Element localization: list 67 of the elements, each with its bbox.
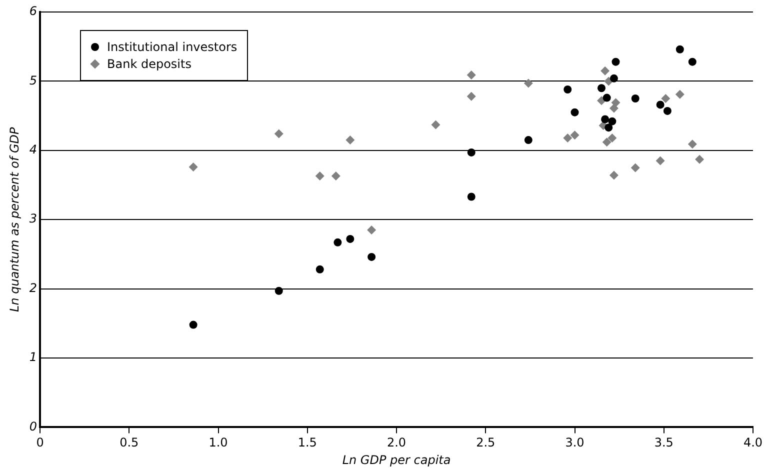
point — [274, 286, 283, 295]
point — [597, 84, 606, 92]
point — [274, 129, 284, 138]
point — [661, 94, 670, 103]
point — [346, 234, 354, 243]
legend-label: Bank deposits — [107, 57, 192, 71]
point — [675, 90, 684, 99]
x-axis-title: Ln GDP per capita — [342, 452, 451, 467]
y-tick-label: 1 — [29, 350, 38, 364]
point — [601, 115, 610, 124]
point — [564, 86, 572, 94]
point — [466, 92, 476, 101]
point — [688, 140, 697, 149]
y-tick-label: 6 — [29, 4, 38, 18]
point — [609, 170, 618, 180]
point — [563, 133, 572, 142]
point — [609, 104, 618, 113]
point — [656, 100, 664, 109]
point — [611, 98, 620, 108]
point — [431, 120, 440, 130]
point — [608, 117, 616, 126]
point — [316, 265, 324, 274]
point — [604, 124, 613, 132]
point — [570, 108, 579, 116]
point — [602, 138, 612, 147]
x-tick-label: 3.5 — [654, 436, 674, 450]
point — [608, 133, 617, 142]
point — [466, 70, 476, 80]
point — [610, 74, 618, 82]
y-tick-label: 0 — [29, 419, 38, 434]
x-tick-label: 1.0 — [208, 436, 228, 450]
y-tick-label: 4 — [29, 142, 38, 157]
point — [602, 94, 611, 102]
point — [467, 192, 476, 201]
point — [524, 78, 533, 88]
legend-label: Institutional investors — [107, 40, 238, 54]
point — [676, 45, 684, 54]
point — [368, 252, 376, 261]
point — [631, 94, 640, 102]
point — [612, 58, 620, 66]
point — [315, 172, 324, 181]
x-tick-label: 4.0 — [743, 436, 763, 450]
x-tick-label: 2.0 — [386, 436, 406, 450]
point — [630, 163, 640, 172]
x-tick-label: 1.5 — [298, 436, 317, 450]
point — [524, 136, 532, 144]
point — [346, 136, 355, 145]
point — [695, 154, 704, 164]
y-tick-label: 5 — [29, 73, 38, 88]
point — [663, 106, 672, 115]
y-tick-label: 3 — [29, 212, 38, 226]
point — [570, 130, 580, 140]
point — [604, 76, 614, 86]
x-tick-label: 3.0 — [565, 436, 584, 450]
x-tick-label: 0.5 — [120, 436, 139, 450]
y-tick-label: 2 — [29, 280, 38, 295]
point — [367, 225, 376, 234]
point — [189, 320, 198, 329]
point — [188, 162, 198, 172]
point — [688, 58, 696, 66]
point — [331, 172, 340, 181]
point — [467, 148, 476, 156]
point — [334, 238, 342, 246]
x-tick-label: 2.5 — [476, 436, 496, 450]
point — [600, 66, 610, 76]
y-axis-title: Ln quantum as percent of GDP — [7, 126, 22, 312]
point — [656, 156, 665, 166]
